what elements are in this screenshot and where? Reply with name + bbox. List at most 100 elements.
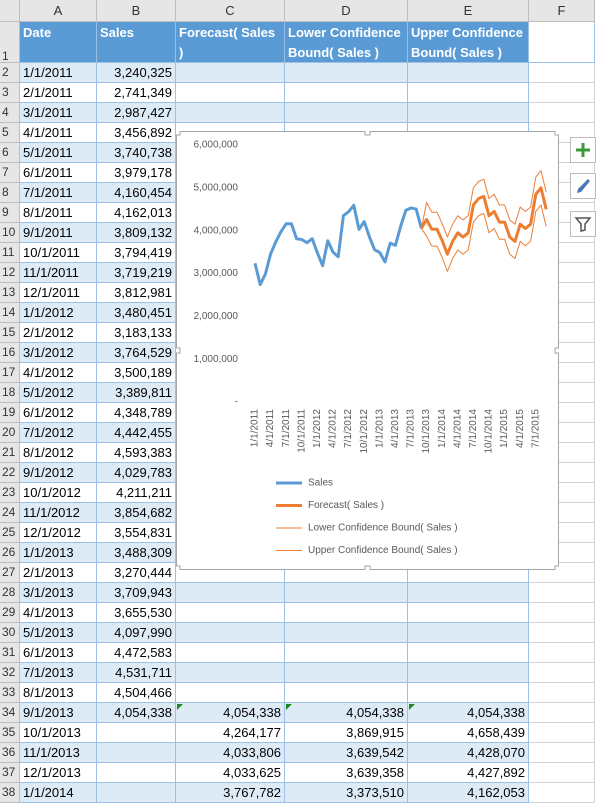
cell[interactable] bbox=[285, 103, 408, 123]
cell[interactable] bbox=[408, 63, 529, 83]
cell[interactable] bbox=[176, 83, 285, 103]
cell[interactable] bbox=[97, 743, 176, 763]
cell[interactable] bbox=[285, 583, 408, 603]
cell[interactable]: 4,162,053 bbox=[408, 783, 529, 803]
chart-filters-button[interactable] bbox=[570, 211, 596, 237]
cell[interactable] bbox=[529, 543, 595, 563]
row-header[interactable]: 9 bbox=[0, 203, 20, 223]
row-header[interactable]: 30 bbox=[0, 623, 20, 643]
row-header[interactable]: 19 bbox=[0, 403, 20, 423]
corner-cell[interactable] bbox=[0, 0, 20, 22]
cell[interactable]: 4,054,338 bbox=[176, 703, 285, 723]
row-header[interactable]: 25 bbox=[0, 523, 20, 543]
cell[interactable] bbox=[529, 583, 595, 603]
row-header[interactable]: 17 bbox=[0, 363, 20, 383]
cell[interactable]: 3,639,358 bbox=[285, 763, 408, 783]
resize-handles[interactable] bbox=[176, 131, 559, 570]
cell[interactable] bbox=[285, 683, 408, 703]
column-header[interactable]: D bbox=[285, 0, 408, 22]
cell[interactable]: 3,500,189 bbox=[97, 363, 176, 383]
row-header[interactable]: 7 bbox=[0, 163, 20, 183]
row-header[interactable]: 4 bbox=[0, 103, 20, 123]
cell[interactable]: 4,033,625 bbox=[176, 763, 285, 783]
row-header[interactable]: 5 bbox=[0, 123, 20, 143]
cell[interactable]: 6/1/2011 bbox=[20, 163, 97, 183]
cell[interactable]: 5/1/2011 bbox=[20, 143, 97, 163]
column-header[interactable]: A bbox=[20, 0, 97, 22]
cell[interactable]: 4,054,338 bbox=[97, 703, 176, 723]
row-header[interactable]: 11 bbox=[0, 243, 20, 263]
row-header[interactable]: 18 bbox=[0, 383, 20, 403]
cell[interactable] bbox=[529, 263, 595, 283]
cell[interactable] bbox=[176, 623, 285, 643]
cell[interactable]: 3,240,325 bbox=[97, 63, 176, 83]
cell[interactable] bbox=[176, 603, 285, 623]
row-header[interactable]: 38 bbox=[0, 783, 20, 803]
cell[interactable]: 4,428,070 bbox=[408, 743, 529, 763]
cell[interactable]: 3,389,811 bbox=[97, 383, 176, 403]
header-cell[interactable]: Date bbox=[20, 22, 97, 63]
cell[interactable] bbox=[529, 463, 595, 483]
row-header[interactable]: 33 bbox=[0, 683, 20, 703]
cell[interactable] bbox=[408, 623, 529, 643]
header-cell[interactable]: Upper Confidence Bound( Sales ) bbox=[408, 22, 529, 63]
cell[interactable]: 3,655,530 bbox=[97, 603, 176, 623]
cell[interactable]: 3,794,419 bbox=[97, 243, 176, 263]
cell[interactable] bbox=[176, 103, 285, 123]
cell[interactable]: 4,264,177 bbox=[176, 723, 285, 743]
cell[interactable]: 1/1/2012 bbox=[20, 303, 97, 323]
cell[interactable]: 2,987,427 bbox=[97, 103, 176, 123]
row-header[interactable]: 16 bbox=[0, 343, 20, 363]
cell[interactable]: 1/1/2014 bbox=[20, 783, 97, 803]
cell[interactable]: 10/1/2012 bbox=[20, 483, 97, 503]
row-header[interactable]: 1 bbox=[0, 22, 20, 63]
cell[interactable] bbox=[529, 563, 595, 583]
row-header[interactable]: 28 bbox=[0, 583, 20, 603]
cell[interactable] bbox=[176, 63, 285, 83]
cell[interactable]: 7/1/2011 bbox=[20, 183, 97, 203]
cell[interactable] bbox=[529, 763, 595, 783]
cell[interactable]: 12/1/2011 bbox=[20, 283, 97, 303]
cell[interactable]: 8/1/2012 bbox=[20, 443, 97, 463]
row-header[interactable]: 26 bbox=[0, 543, 20, 563]
row-header[interactable]: 34 bbox=[0, 703, 20, 723]
cell[interactable]: 11/1/2011 bbox=[20, 263, 97, 283]
cell[interactable] bbox=[529, 103, 595, 123]
cell[interactable]: 2/1/2011 bbox=[20, 83, 97, 103]
row-header[interactable]: 36 bbox=[0, 743, 20, 763]
cell[interactable] bbox=[529, 643, 595, 663]
cell[interactable]: 5/1/2012 bbox=[20, 383, 97, 403]
cell[interactable]: 1/1/2013 bbox=[20, 543, 97, 563]
cell[interactable] bbox=[176, 643, 285, 663]
cell[interactable] bbox=[176, 583, 285, 603]
cell[interactable] bbox=[529, 523, 595, 543]
cell[interactable] bbox=[408, 603, 529, 623]
row-header[interactable]: 35 bbox=[0, 723, 20, 743]
cell[interactable]: 4/1/2011 bbox=[20, 123, 97, 143]
row-header[interactable]: 14 bbox=[0, 303, 20, 323]
row-header[interactable]: 10 bbox=[0, 223, 20, 243]
row-header[interactable]: 31 bbox=[0, 643, 20, 663]
cell[interactable]: 4,427,892 bbox=[408, 763, 529, 783]
cell[interactable]: 3,554,831 bbox=[97, 523, 176, 543]
cell[interactable]: 4,658,439 bbox=[408, 723, 529, 743]
cell[interactable]: 9/1/2012 bbox=[20, 463, 97, 483]
cell[interactable]: 3,854,682 bbox=[97, 503, 176, 523]
cell[interactable]: 12/1/2012 bbox=[20, 523, 97, 543]
cell[interactable] bbox=[529, 22, 595, 63]
chart-elements-button[interactable] bbox=[570, 137, 596, 163]
cell[interactable] bbox=[529, 623, 595, 643]
row-header[interactable]: 3 bbox=[0, 83, 20, 103]
cell[interactable] bbox=[408, 583, 529, 603]
row-header[interactable]: 22 bbox=[0, 463, 20, 483]
cell[interactable] bbox=[408, 563, 529, 583]
cell[interactable] bbox=[176, 663, 285, 683]
cell[interactable] bbox=[529, 383, 595, 403]
cell[interactable] bbox=[529, 783, 595, 803]
cell[interactable]: 3,979,178 bbox=[97, 163, 176, 183]
cell[interactable] bbox=[176, 683, 285, 703]
cell[interactable]: 3,373,510 bbox=[285, 783, 408, 803]
cell[interactable] bbox=[408, 683, 529, 703]
cell[interactable]: 7/1/2012 bbox=[20, 423, 97, 443]
row-header[interactable]: 15 bbox=[0, 323, 20, 343]
